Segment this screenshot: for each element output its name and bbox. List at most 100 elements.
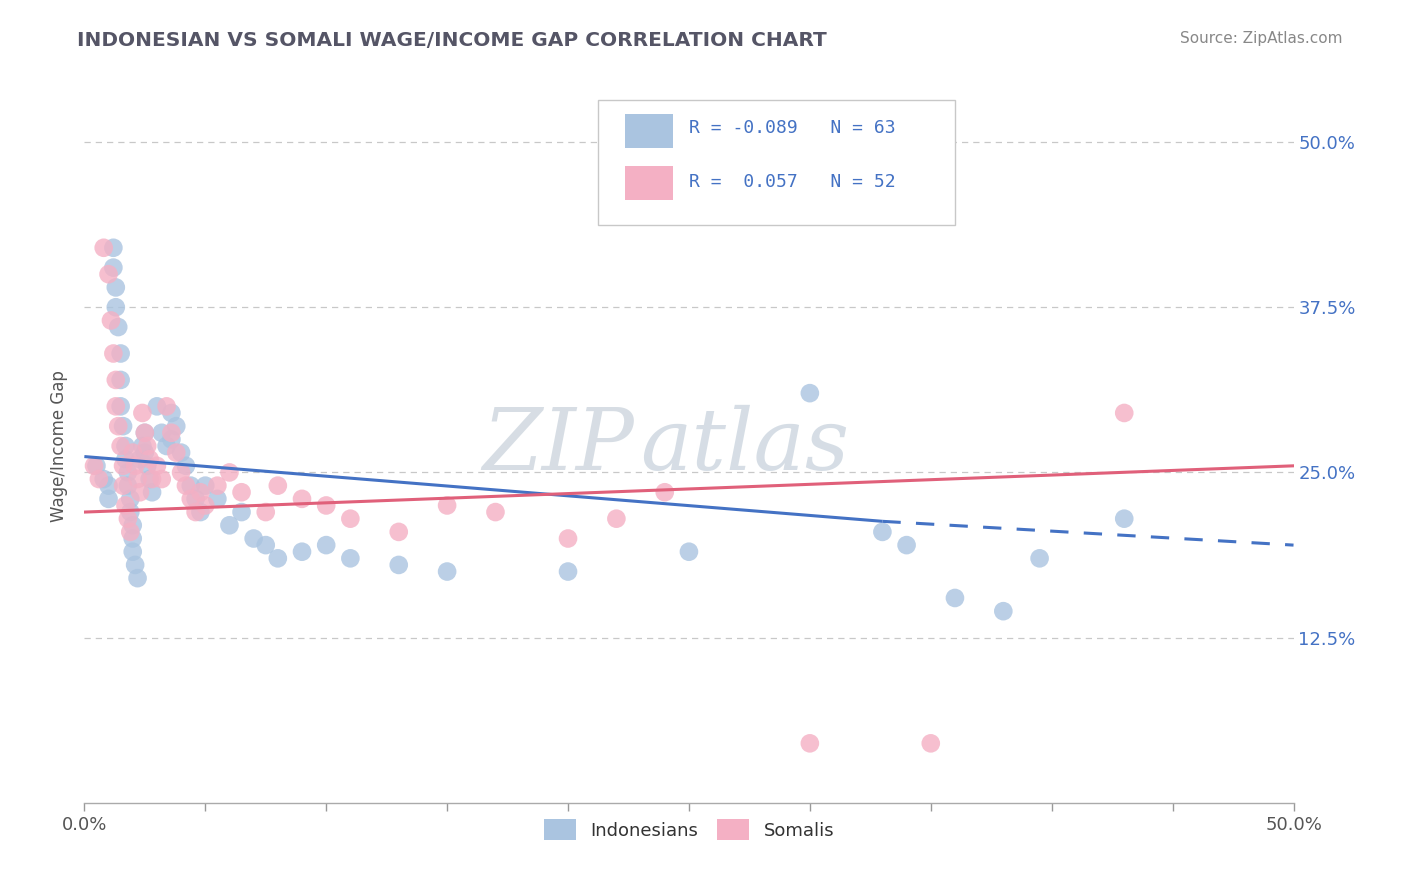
Point xyxy=(97,267,120,281)
FancyBboxPatch shape xyxy=(624,166,673,200)
Point xyxy=(83,458,105,473)
Point xyxy=(121,532,143,546)
Point xyxy=(114,452,136,467)
Point xyxy=(124,558,146,572)
Point xyxy=(110,373,132,387)
Point xyxy=(110,439,132,453)
Text: INDONESIAN VS SOMALI WAGE/INCOME GAP CORRELATION CHART: INDONESIAN VS SOMALI WAGE/INCOME GAP COR… xyxy=(77,31,827,50)
Point xyxy=(654,485,676,500)
Point xyxy=(218,466,240,480)
Point xyxy=(190,485,212,500)
Point xyxy=(207,478,229,492)
Point xyxy=(138,472,160,486)
Point xyxy=(134,445,156,459)
Point xyxy=(165,445,187,459)
Text: R =  0.057   N = 52: R = 0.057 N = 52 xyxy=(689,173,896,191)
Point xyxy=(155,400,177,414)
Point xyxy=(242,532,264,546)
Point xyxy=(267,478,290,492)
Point xyxy=(436,499,458,513)
Point xyxy=(97,491,120,506)
Point xyxy=(97,478,120,492)
Point xyxy=(218,518,240,533)
Point xyxy=(136,439,159,453)
Point xyxy=(315,538,337,552)
Point xyxy=(121,518,143,533)
Point xyxy=(339,511,361,525)
Point xyxy=(127,472,149,486)
Point xyxy=(155,439,177,453)
Point xyxy=(117,511,139,525)
Point xyxy=(86,458,108,473)
Point xyxy=(436,565,458,579)
Point xyxy=(920,736,942,750)
Point xyxy=(93,241,115,255)
Point xyxy=(315,499,337,513)
Point xyxy=(124,458,146,473)
Point xyxy=(160,433,183,447)
Point xyxy=(120,524,142,539)
Point xyxy=(194,499,217,513)
Point xyxy=(112,419,135,434)
Text: R = -0.089   N = 63: R = -0.089 N = 63 xyxy=(689,120,896,137)
Point xyxy=(112,478,135,492)
Point xyxy=(110,346,132,360)
Legend: Indonesians, Somalis: Indonesians, Somalis xyxy=(537,812,841,847)
Point xyxy=(799,386,821,401)
Point xyxy=(131,406,153,420)
Text: atlas: atlas xyxy=(641,405,849,487)
Point xyxy=(190,505,212,519)
Point xyxy=(104,400,127,414)
Point xyxy=(1028,551,1050,566)
Point xyxy=(180,491,202,506)
Point xyxy=(103,241,125,255)
Point xyxy=(117,478,139,492)
Point xyxy=(291,491,314,506)
Point xyxy=(170,466,193,480)
Point xyxy=(184,491,207,506)
Point xyxy=(896,538,918,552)
Point xyxy=(339,551,361,566)
Point xyxy=(150,425,173,440)
Point xyxy=(104,300,127,314)
Point xyxy=(136,458,159,473)
Point xyxy=(146,458,169,473)
Point xyxy=(112,458,135,473)
Point xyxy=(129,485,152,500)
FancyBboxPatch shape xyxy=(624,114,673,148)
Point xyxy=(388,558,411,572)
Point xyxy=(993,604,1015,618)
Point xyxy=(114,439,136,453)
Point xyxy=(160,406,183,420)
Point xyxy=(165,419,187,434)
Point xyxy=(557,565,579,579)
Point xyxy=(254,505,277,519)
Point xyxy=(872,524,894,539)
Text: ZIP: ZIP xyxy=(482,405,634,487)
Point xyxy=(103,260,125,275)
Point xyxy=(231,505,253,519)
Point xyxy=(1114,406,1136,420)
Point xyxy=(150,472,173,486)
Point xyxy=(120,505,142,519)
Point xyxy=(134,425,156,440)
Point xyxy=(107,419,129,434)
Point xyxy=(184,505,207,519)
Point xyxy=(117,466,139,480)
Point xyxy=(254,538,277,552)
Point xyxy=(799,736,821,750)
Point xyxy=(194,478,217,492)
Point xyxy=(129,452,152,467)
Point xyxy=(605,511,627,525)
Point xyxy=(93,472,115,486)
Point xyxy=(121,545,143,559)
Point xyxy=(120,491,142,506)
Point xyxy=(170,445,193,459)
Text: Source: ZipAtlas.com: Source: ZipAtlas.com xyxy=(1180,31,1343,46)
Point xyxy=(180,478,202,492)
Point xyxy=(174,458,197,473)
Point xyxy=(110,400,132,414)
Point xyxy=(1114,511,1136,525)
Point xyxy=(207,491,229,506)
Point xyxy=(100,313,122,327)
